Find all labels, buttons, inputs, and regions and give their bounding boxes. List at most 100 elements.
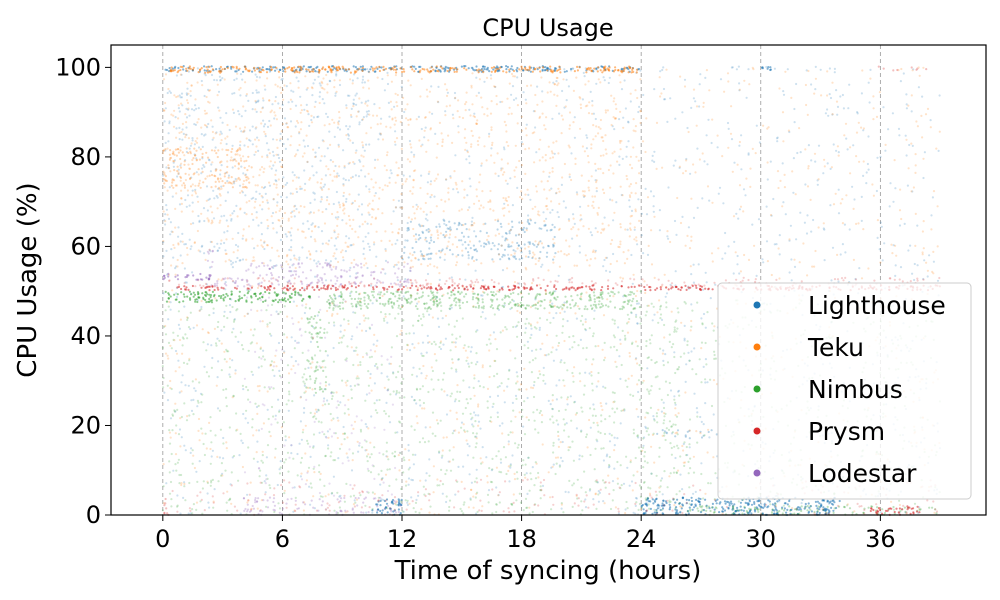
data-point	[334, 216, 337, 219]
data-point	[329, 159, 332, 162]
data-point	[739, 270, 743, 273]
data-point	[318, 95, 321, 98]
data-point	[554, 192, 558, 195]
data-point	[397, 199, 400, 202]
data-point	[409, 266, 412, 269]
data-point	[638, 219, 641, 222]
data-point	[402, 96, 405, 99]
data-point	[483, 245, 486, 248]
data-point	[206, 68, 209, 71]
data-point	[304, 236, 307, 239]
data-point	[211, 68, 214, 71]
data-point	[900, 217, 903, 221]
data-point	[194, 192, 198, 195]
data-point	[187, 384, 190, 387]
data-point	[823, 259, 826, 262]
data-point	[180, 162, 183, 165]
data-point	[898, 134, 901, 137]
data-point	[543, 69, 547, 72]
data-point	[699, 497, 702, 501]
data-point	[650, 445, 653, 448]
data-point	[471, 255, 474, 259]
data-point	[364, 175, 367, 178]
data-point	[266, 199, 269, 202]
data-point	[575, 191, 579, 194]
data-point	[348, 94, 351, 97]
data-point	[837, 212, 841, 215]
data-point	[791, 170, 794, 173]
data-point	[356, 375, 359, 378]
data-point	[257, 91, 260, 94]
data-point	[921, 95, 924, 98]
data-point	[234, 369, 237, 372]
data-point	[220, 215, 223, 218]
data-point	[171, 195, 174, 198]
data-point	[471, 290, 474, 293]
data-point	[480, 204, 483, 207]
data-point	[436, 100, 439, 103]
data-point	[170, 230, 173, 233]
data-point	[453, 67, 457, 70]
data-point	[500, 244, 503, 247]
data-point	[342, 209, 345, 212]
data-point	[373, 333, 376, 336]
data-point	[395, 137, 399, 140]
data-point	[804, 505, 807, 508]
data-point	[302, 230, 305, 233]
data-point	[242, 234, 245, 237]
data-point	[430, 366, 433, 369]
data-point	[299, 475, 302, 478]
data-point	[513, 256, 516, 259]
data-point	[188, 167, 192, 170]
data-point	[738, 184, 742, 187]
data-point	[810, 159, 813, 162]
data-point	[420, 352, 423, 355]
data-point	[241, 465, 244, 469]
data-point	[682, 449, 685, 452]
data-point	[552, 261, 555, 264]
data-point	[596, 70, 599, 73]
data-point	[238, 259, 241, 262]
data-point	[782, 93, 786, 96]
data-point	[618, 163, 621, 166]
data-point	[263, 130, 266, 133]
data-point	[428, 71, 431, 74]
data-point	[225, 112, 228, 115]
data-point	[539, 348, 542, 351]
data-point	[361, 223, 364, 226]
data-point	[899, 80, 903, 83]
data-point	[297, 321, 300, 324]
data-point	[476, 329, 479, 332]
data-point	[164, 213, 167, 216]
data-point	[273, 183, 276, 186]
data-point	[326, 83, 329, 86]
data-point	[214, 180, 217, 183]
data-point	[389, 362, 393, 365]
data-point	[456, 110, 459, 113]
data-point	[485, 159, 488, 162]
data-point	[744, 194, 747, 197]
data-point	[660, 410, 664, 413]
data-point	[395, 71, 398, 74]
data-point	[328, 130, 331, 133]
data-point	[327, 444, 330, 447]
data-point	[931, 196, 935, 199]
data-point	[429, 263, 432, 266]
data-point	[367, 427, 370, 430]
data-point	[538, 283, 541, 286]
data-point	[365, 115, 368, 118]
data-point	[218, 188, 221, 191]
data-point	[470, 418, 473, 421]
data-point	[239, 144, 242, 147]
data-point	[185, 116, 189, 119]
data-point	[290, 67, 293, 70]
data-point	[732, 272, 735, 275]
data-point	[665, 68, 668, 71]
data-point	[169, 233, 172, 236]
data-point	[429, 128, 432, 131]
data-point	[578, 458, 581, 461]
data-point	[682, 172, 685, 175]
data-point	[272, 264, 275, 268]
data-point	[270, 215, 273, 218]
data-point	[472, 244, 475, 247]
